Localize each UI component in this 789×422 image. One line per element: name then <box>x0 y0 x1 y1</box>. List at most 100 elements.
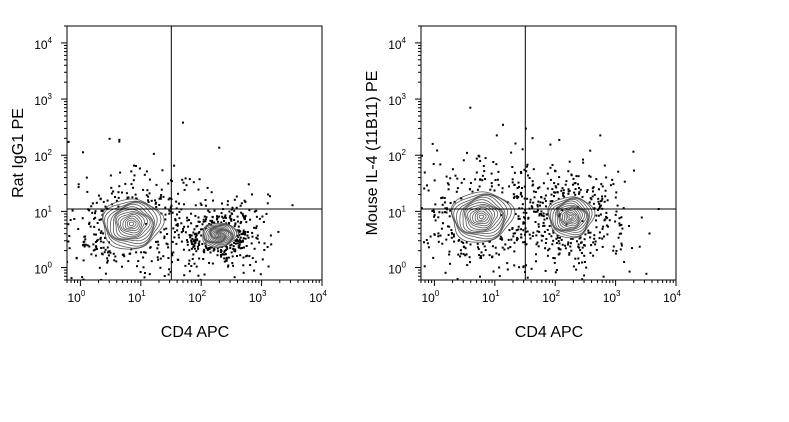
event-dot <box>530 205 533 208</box>
event-dot <box>98 266 101 269</box>
event-dot <box>529 198 532 201</box>
contour-line <box>216 232 223 238</box>
event-dot <box>586 189 589 191</box>
event-dot <box>623 261 626 263</box>
event-dot <box>523 185 526 188</box>
event-dot <box>216 289 218 291</box>
event-dot <box>238 229 240 232</box>
event-dot <box>551 243 554 246</box>
event-dot <box>537 187 539 190</box>
event-dot <box>423 265 426 268</box>
event-dot <box>451 168 454 171</box>
event-dot <box>611 178 614 181</box>
event-dot <box>588 174 591 177</box>
event-dot <box>567 192 570 195</box>
event-dot <box>190 239 193 242</box>
event-dot <box>114 255 117 258</box>
event-dot <box>553 257 556 260</box>
event-dot <box>591 195 594 198</box>
event-dot <box>108 137 111 140</box>
event-dot <box>569 242 572 245</box>
event-dot <box>423 241 425 244</box>
contour-line <box>211 229 228 242</box>
event-dot <box>168 268 171 271</box>
event-dot <box>423 187 426 190</box>
contour-line <box>202 223 238 248</box>
event-dot <box>615 191 618 194</box>
event-dot <box>548 247 551 250</box>
event-dot <box>614 196 617 199</box>
event-dot <box>597 214 600 217</box>
event-dot <box>538 214 541 217</box>
event-dot <box>64 264 66 266</box>
event-dot <box>524 127 527 130</box>
event-dot <box>415 198 417 200</box>
event-dot <box>447 225 449 228</box>
event-dot <box>186 241 189 243</box>
event-dot <box>159 197 162 200</box>
event-dot <box>202 218 205 221</box>
plot-area <box>40 121 294 309</box>
event-dot <box>100 218 103 221</box>
event-dot <box>441 242 444 245</box>
event-dot <box>232 264 235 267</box>
event-dot <box>483 245 486 248</box>
event-dot <box>226 203 229 206</box>
event-dot <box>145 194 148 197</box>
event-dot <box>204 227 207 230</box>
event-dot <box>165 227 168 230</box>
event-dot <box>414 238 416 240</box>
event-dot <box>618 232 621 235</box>
event-dot <box>532 168 535 171</box>
event-dot <box>291 204 294 207</box>
event-dot <box>534 210 537 213</box>
event-dot <box>54 307 56 309</box>
event-dot <box>255 225 258 228</box>
event-dot <box>598 188 600 191</box>
event-dot <box>99 240 102 243</box>
event-dot <box>543 230 546 233</box>
event-dot <box>171 252 173 255</box>
event-dot <box>529 201 532 204</box>
event-dot <box>463 178 466 181</box>
event-dot <box>94 241 97 243</box>
event-dot <box>501 187 504 190</box>
event-dot <box>199 278 202 280</box>
event-dot <box>127 260 130 263</box>
event-dot <box>128 252 131 255</box>
event-dot <box>64 175 66 177</box>
contour-population-1 <box>101 198 165 250</box>
event-dot <box>192 181 195 184</box>
event-dot <box>71 209 74 212</box>
event-dot <box>143 251 146 254</box>
event-dot <box>568 253 571 256</box>
event-dot <box>175 207 178 210</box>
event-dot <box>216 217 219 220</box>
event-dot <box>598 206 601 209</box>
event-dot <box>266 246 269 248</box>
event-dot <box>476 242 479 245</box>
event-dot <box>143 173 146 176</box>
event-dot <box>233 198 236 201</box>
event-dot <box>518 217 521 220</box>
event-dot <box>228 216 231 219</box>
event-dot <box>204 245 207 248</box>
event-dot <box>143 276 146 279</box>
event-dot <box>104 248 107 251</box>
event-dot <box>93 233 96 236</box>
x-tick-label: 100 <box>67 289 85 305</box>
event-dot <box>40 220 42 222</box>
event-dot <box>493 308 495 310</box>
event-dot <box>73 218 76 220</box>
event-dot <box>460 181 463 184</box>
event-dot <box>448 250 451 253</box>
event-dot <box>497 183 500 186</box>
event-dot <box>434 219 437 222</box>
event-dot <box>449 177 452 180</box>
event-dot <box>594 243 597 246</box>
event-dot <box>67 223 70 226</box>
event-dot <box>483 170 486 173</box>
event-dot <box>510 238 513 241</box>
event-dot <box>417 262 419 264</box>
event-dot <box>546 187 549 190</box>
